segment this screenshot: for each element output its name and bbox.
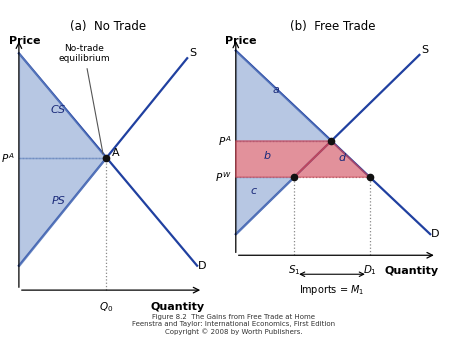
Text: Quantity: Quantity (385, 266, 439, 276)
Text: Price: Price (9, 36, 40, 46)
Text: D: D (198, 261, 207, 271)
Polygon shape (236, 141, 331, 177)
Text: a: a (273, 85, 279, 95)
Polygon shape (236, 177, 294, 234)
Text: Imports = $M_1$: Imports = $M_1$ (299, 283, 364, 297)
Text: $P^A$: $P^A$ (218, 134, 231, 148)
Text: b: b (264, 151, 271, 161)
Polygon shape (19, 53, 107, 158)
Text: Price: Price (225, 36, 256, 46)
Text: CS: CS (51, 105, 66, 115)
Text: Figure 8.2  The Gains from Free Trade at Home
Feenstra and Taylor: International: Figure 8.2 The Gains from Free Trade at … (132, 314, 336, 335)
Polygon shape (19, 158, 107, 266)
Title: (b)  Free Trade: (b) Free Trade (290, 20, 376, 33)
Text: $S_1$: $S_1$ (288, 264, 301, 277)
Text: PS: PS (52, 196, 65, 207)
Text: c: c (251, 186, 257, 196)
Text: S: S (422, 45, 429, 55)
Text: $Q_0$: $Q_0$ (99, 300, 114, 314)
Text: A: A (112, 148, 119, 159)
Title: (a)  No Trade: (a) No Trade (70, 20, 146, 33)
Text: $P^W$: $P^W$ (215, 170, 231, 184)
Text: d: d (338, 153, 346, 163)
Polygon shape (294, 141, 370, 177)
Text: No-trade
equilibrium: No-trade equilibrium (58, 44, 110, 154)
Text: D: D (431, 229, 440, 239)
Text: $D_1$: $D_1$ (363, 264, 377, 277)
Polygon shape (236, 51, 331, 141)
Text: $P^A$: $P^A$ (1, 151, 15, 165)
Text: Quantity: Quantity (151, 302, 205, 312)
Text: S: S (189, 48, 196, 58)
